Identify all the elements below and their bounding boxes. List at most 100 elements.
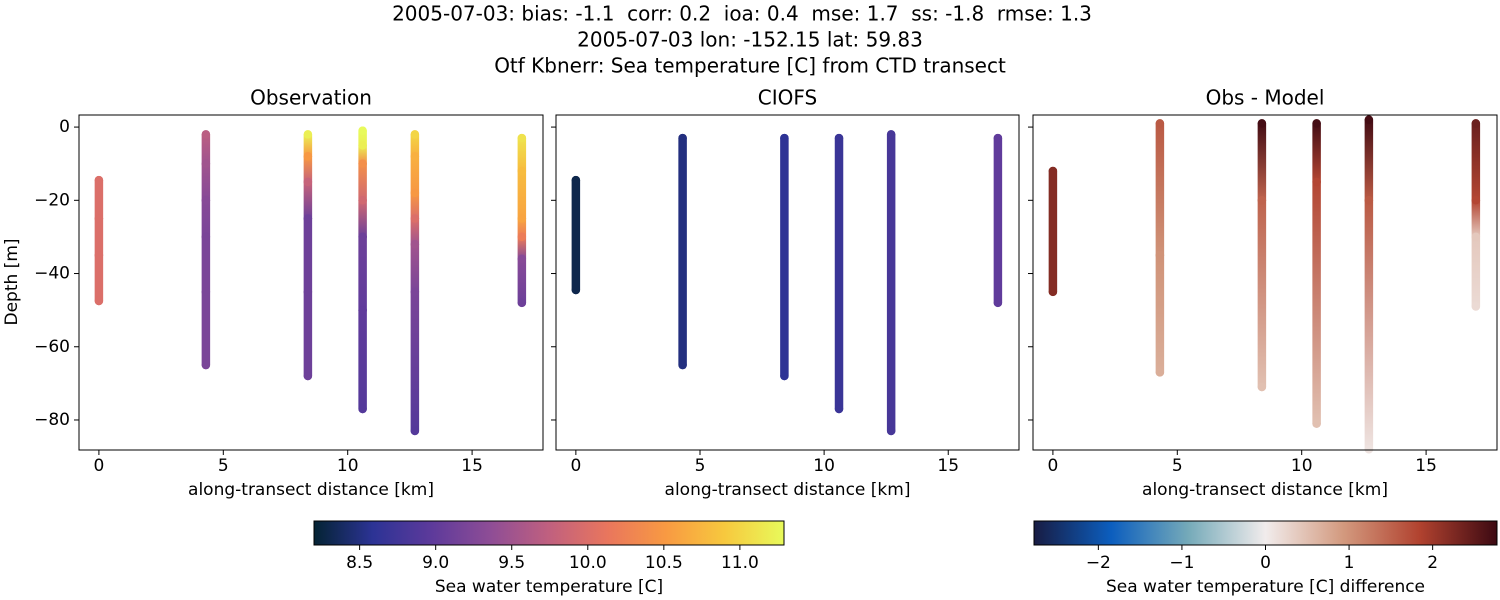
sample-point (517, 214, 527, 223)
sample-point (94, 214, 104, 223)
sample-point (571, 285, 581, 295)
sample-point (303, 177, 313, 187)
colorbar-tick-label: 9.5 (498, 553, 525, 573)
sample-point (410, 152, 420, 161)
x-tick-label: 5 (695, 456, 706, 476)
sample-point (410, 188, 420, 198)
sample-point (1048, 287, 1058, 297)
x-tick-label: 0 (93, 456, 104, 476)
sample-point (886, 130, 896, 139)
sample-point (517, 254, 527, 264)
sample-point (358, 232, 367, 242)
sample-point (410, 214, 420, 223)
x-axis-label: along-transect distance [km] (188, 480, 434, 500)
axes-frame (555, 114, 1020, 451)
colorbar-tick-label: −1 (1169, 553, 1194, 573)
colorbar-tick-label: 2 (1427, 553, 1438, 573)
sample-point (201, 130, 211, 139)
sample-point (1312, 419, 1321, 428)
sample-point (993, 298, 1003, 308)
sample-point (1155, 368, 1165, 377)
colorbar-tick-label: 1 (1344, 553, 1355, 573)
colorbar (1033, 520, 1498, 546)
sample-point (517, 166, 527, 176)
sample-point (358, 141, 367, 150)
sample-point (1257, 119, 1267, 128)
sample-point (1312, 177, 1321, 187)
sample-point (1257, 196, 1267, 205)
x-tick-label: 10 (1291, 456, 1313, 476)
colorbar-tick-label: 11.0 (721, 553, 759, 573)
sample-point (303, 152, 313, 161)
y-axis-label: Depth [m] (2, 238, 22, 325)
sample-point (678, 133, 687, 143)
sample-point (410, 287, 420, 297)
sample-point (358, 126, 367, 135)
sample-point (303, 371, 313, 381)
sample-point (517, 298, 527, 308)
sample-point (834, 133, 844, 143)
sample-point (780, 371, 789, 381)
sample-point (303, 214, 313, 223)
sample-point (201, 360, 211, 370)
sample-point (410, 426, 420, 436)
sample-point (358, 404, 367, 414)
figure-title: Otf Kbnerr: Sea temperature [C] from CTD… (494, 54, 1006, 78)
sample-point (1312, 119, 1321, 128)
x-tick-label: 5 (218, 456, 229, 476)
colorbar-tick-label: 0 (1260, 553, 1271, 573)
sample-point (410, 240, 420, 249)
sample-point (1364, 445, 1374, 454)
x-tick-label: 10 (337, 456, 359, 476)
sample-point (1155, 119, 1165, 128)
y-tick-label: −80 (34, 410, 70, 430)
x-tick-label: 0 (1047, 456, 1058, 476)
sample-point (94, 251, 104, 260)
colorbar-tick-label: 10.5 (645, 553, 683, 573)
sample-point (201, 287, 211, 297)
sample-point (834, 404, 844, 414)
axes-frame (78, 114, 544, 451)
sample-point (678, 360, 687, 370)
colorbar-tick-label: 8.5 (346, 553, 373, 573)
x-tick-label: 15 (1415, 456, 1437, 476)
y-tick-label: 0 (59, 117, 70, 137)
sample-point (358, 159, 367, 168)
colorbar-label: Sea water temperature [C] (435, 577, 663, 597)
sample-point (303, 287, 313, 297)
sample-point (1364, 196, 1374, 205)
sample-point (993, 133, 1003, 143)
x-tick-label: 15 (937, 456, 959, 476)
sample-point (358, 305, 367, 315)
panel-title: Observation (250, 86, 372, 110)
sample-point (94, 175, 104, 185)
colorbar-tick-label: 10.0 (569, 553, 607, 573)
figure-title: 2005-07-03 lon: -152.15 lat: 59.83 (577, 28, 923, 52)
sample-point (94, 296, 104, 306)
sample-point (780, 133, 789, 143)
sample-point (1471, 232, 1481, 242)
axes-frame (1032, 114, 1498, 451)
x-tick-label: 10 (813, 456, 835, 476)
sample-point (201, 196, 211, 205)
colorbar-label: Sea water temperature [C] difference (1106, 577, 1425, 597)
sample-point (886, 426, 896, 436)
sample-point (1155, 251, 1165, 260)
sample-point (1471, 196, 1481, 205)
sample-point (517, 232, 527, 242)
sample-point (517, 133, 527, 143)
x-tick-label: 15 (461, 456, 483, 476)
colorbar-tick-label: −2 (1086, 553, 1111, 573)
sample-point (410, 130, 420, 139)
y-tick-label: −40 (34, 264, 70, 284)
sample-point (1364, 115, 1374, 124)
sample-point (1471, 302, 1481, 311)
sample-point (201, 232, 211, 242)
sample-point (1048, 166, 1058, 176)
y-tick-label: −20 (34, 190, 70, 210)
sample-point (1257, 382, 1267, 392)
sample-point (358, 196, 367, 205)
panel-title: CIOFS (758, 86, 817, 110)
x-axis-label: along-transect distance [km] (1142, 480, 1388, 500)
